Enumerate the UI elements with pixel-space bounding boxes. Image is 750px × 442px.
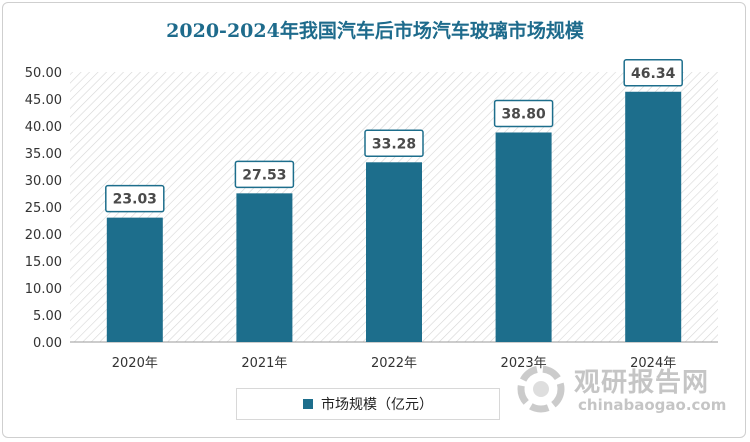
watermark-logo-icon [517, 365, 565, 413]
data-label: 38.80 [501, 106, 546, 122]
bars: 23.03 27.53 33.28 38.80 46.34 [105, 59, 683, 342]
data-label-box [234, 160, 295, 189]
watermark-site: chinabaogao.com [578, 396, 727, 414]
bar [366, 162, 422, 342]
data-label-box [623, 59, 683, 87]
y-tick-label: 20.00 [25, 228, 62, 243]
y-tick-label: 25.00 [25, 201, 62, 216]
bar [236, 193, 293, 342]
data-label-box [493, 99, 554, 128]
data-label-box [105, 184, 165, 213]
y-tick-label: 50.00 [25, 66, 62, 81]
legend-label: 市场规模（亿元） [321, 397, 433, 413]
y-tick-label: 10.00 [25, 282, 62, 297]
data-label-box [364, 129, 424, 158]
legend: 市场规模（亿元） [236, 388, 500, 420]
x-tick-label: 2024年 [630, 356, 676, 371]
bar [625, 91, 682, 342]
data-label: 27.53 [242, 167, 286, 183]
y-tick-label: 15.00 [25, 255, 62, 270]
y-tick-label: 45.00 [25, 93, 62, 108]
bar [106, 217, 163, 342]
watermark-name: 观研报告网 [574, 368, 710, 398]
x-tick-label: 2022年 [371, 356, 417, 371]
y-tick-label: 30.00 [25, 174, 62, 189]
y-tick-label: 40.00 [25, 120, 62, 135]
watermark: 观研报告网 chinabaogao.com [512, 358, 742, 422]
y-tick-label: 0.00 [33, 336, 62, 351]
legend-swatch [303, 399, 313, 409]
data-label: 23.03 [113, 192, 157, 208]
y-tick-label: 5.00 [33, 309, 62, 324]
y-tick-label: 35.00 [25, 147, 62, 162]
data-label: 46.34 [631, 66, 676, 82]
x-tick-label: 2020年 [112, 356, 158, 371]
x-tick-label: 2021年 [241, 356, 287, 371]
y-axis: 0.00 5.00 10.00 15.00 20.00 25.00 30.00 35.00 40… [25, 66, 718, 351]
data-label: 33.28 [372, 136, 416, 152]
chart-title: 2020-2024年我国汽车后市场汽车玻璃市场规模 [166, 20, 584, 42]
bar [495, 132, 552, 342]
